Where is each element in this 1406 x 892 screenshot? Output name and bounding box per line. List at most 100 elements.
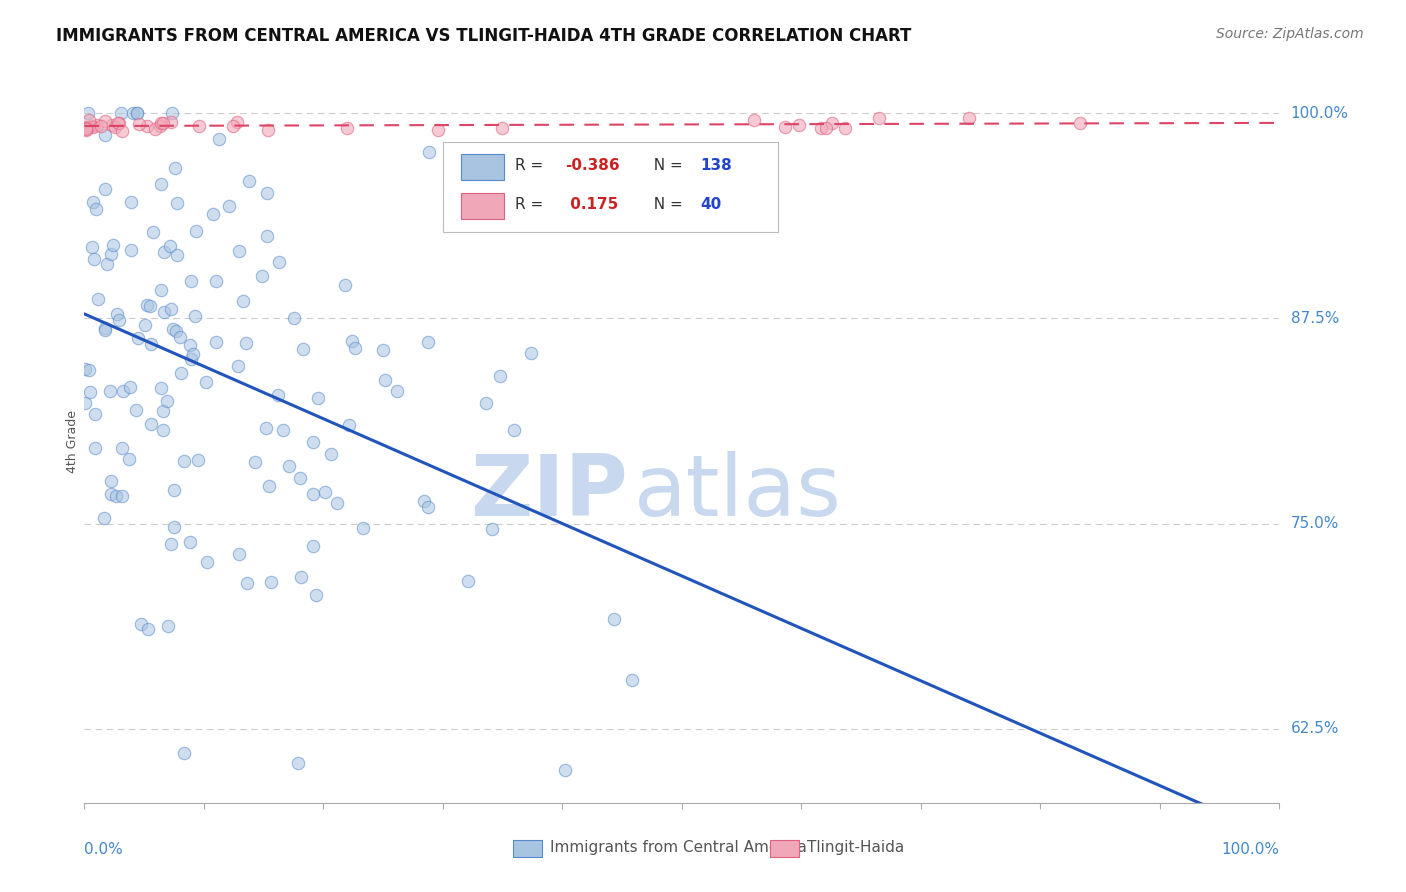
- Point: [373, 343, 395, 357]
- Point: [76, 120, 98, 135]
- Point: [110, 106, 132, 120]
- Point: [188, 119, 211, 133]
- Point: [104, 490, 127, 504]
- Point: [554, 763, 576, 777]
- Point: [98, 384, 121, 398]
- Text: IMMIGRANTS FROM CENTRAL AMERICA VS TLINGIT-HAIDA 4TH GRADE CORRELATION CHART: IMMIGRANTS FROM CENTRAL AMERICA VS TLING…: [56, 27, 911, 45]
- Point: [180, 274, 202, 288]
- Point: [96, 257, 118, 271]
- Point: [73, 396, 96, 410]
- Point: [162, 106, 184, 120]
- Point: [236, 576, 259, 591]
- Point: [302, 435, 325, 450]
- Point: [457, 574, 479, 588]
- Point: [129, 617, 152, 632]
- Point: [340, 334, 363, 348]
- Text: 100.0%: 100.0%: [1222, 842, 1279, 856]
- Text: N =: N =: [644, 158, 688, 173]
- Point: [336, 121, 359, 136]
- Point: [314, 485, 336, 500]
- Point: [418, 500, 440, 514]
- Point: [153, 305, 176, 319]
- Point: [124, 402, 146, 417]
- Point: [93, 511, 115, 525]
- Point: [76, 120, 98, 134]
- Point: [256, 229, 278, 244]
- Point: [184, 309, 207, 323]
- Point: [79, 384, 101, 399]
- Point: [107, 116, 129, 130]
- Text: atlas: atlas: [634, 450, 842, 533]
- Point: [235, 335, 257, 350]
- Text: R =: R =: [515, 197, 548, 212]
- Point: [775, 120, 797, 134]
- Point: [156, 619, 179, 633]
- Point: [179, 338, 201, 352]
- Point: [77, 113, 100, 128]
- Point: [82, 120, 104, 134]
- Point: [111, 384, 134, 399]
- Point: [76, 122, 98, 136]
- Point: [152, 404, 174, 418]
- Point: [222, 119, 245, 133]
- FancyBboxPatch shape: [461, 154, 503, 180]
- Point: [815, 120, 838, 135]
- Text: -0.386: -0.386: [565, 158, 620, 173]
- Point: [169, 330, 191, 344]
- Point: [75, 122, 97, 136]
- Point: [163, 161, 186, 176]
- Point: [267, 254, 290, 268]
- Point: [352, 520, 374, 534]
- Point: [150, 283, 173, 297]
- Point: [93, 128, 115, 142]
- Text: 100.0%: 100.0%: [1291, 105, 1348, 120]
- Point: [742, 112, 765, 127]
- Point: [228, 547, 250, 561]
- Point: [138, 299, 160, 313]
- Point: [128, 117, 150, 131]
- Point: [150, 381, 173, 395]
- Point: [304, 588, 326, 602]
- Point: [245, 455, 267, 469]
- Point: [278, 459, 301, 474]
- Point: [283, 311, 305, 326]
- Point: [82, 194, 104, 209]
- Point: [142, 225, 165, 239]
- Point: [120, 243, 142, 257]
- Point: [302, 539, 325, 553]
- Point: [834, 120, 856, 135]
- Point: [83, 252, 105, 267]
- Point: [118, 452, 141, 467]
- Point: [290, 570, 312, 584]
- Point: [481, 522, 503, 536]
- Point: [152, 423, 174, 437]
- Point: [232, 294, 254, 309]
- Point: [170, 366, 193, 380]
- Point: [204, 335, 226, 350]
- Text: 62.5%: 62.5%: [1291, 722, 1339, 737]
- Point: [101, 238, 124, 252]
- Point: [127, 106, 149, 120]
- Point: [418, 334, 440, 349]
- Point: [620, 673, 643, 687]
- Text: N =: N =: [644, 197, 688, 212]
- Point: [77, 106, 100, 120]
- Point: [256, 186, 278, 200]
- Y-axis label: 4th Grade: 4th Grade: [66, 410, 79, 473]
- Point: [787, 118, 810, 132]
- Text: Immigrants from Central America: Immigrants from Central America: [551, 840, 807, 855]
- FancyBboxPatch shape: [443, 142, 778, 232]
- Point: [120, 380, 142, 394]
- Point: [86, 118, 108, 132]
- Point: [141, 417, 163, 431]
- Point: [122, 106, 145, 120]
- Point: [143, 122, 166, 136]
- Point: [173, 746, 195, 760]
- Point: [105, 307, 128, 321]
- Point: [226, 114, 249, 128]
- Point: [166, 248, 188, 262]
- Point: [100, 475, 122, 489]
- Point: [77, 363, 100, 377]
- Point: [127, 331, 149, 345]
- Point: [173, 454, 195, 468]
